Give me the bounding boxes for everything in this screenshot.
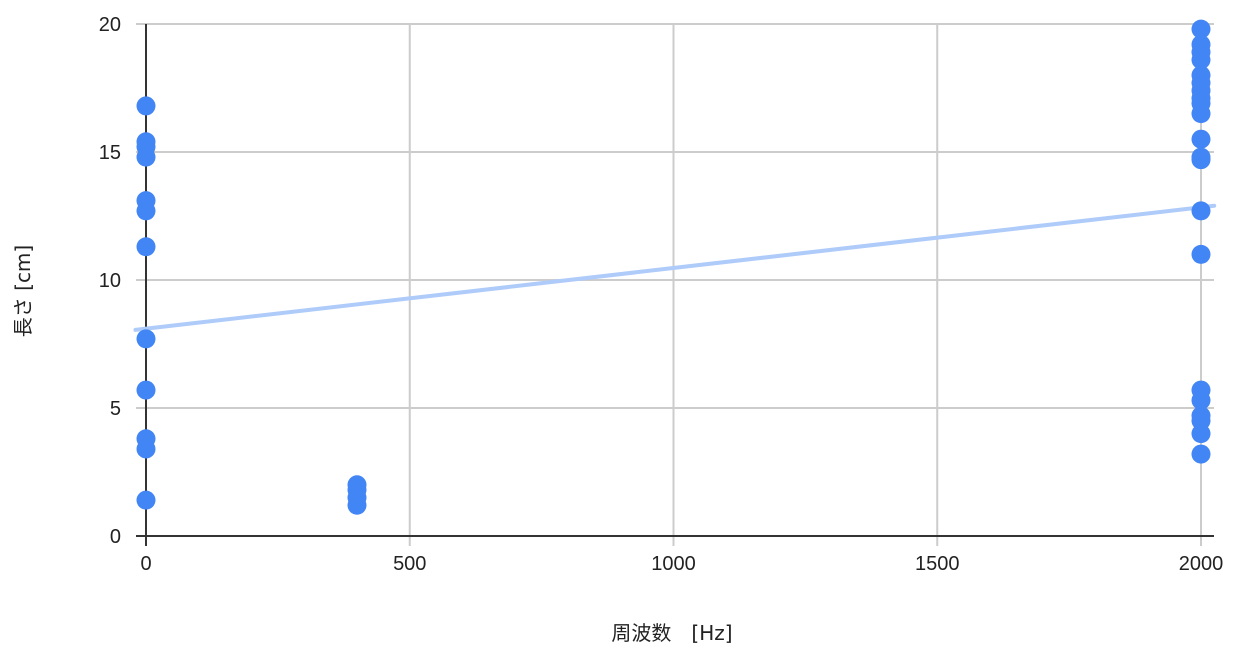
x-tick-label: 2000: [1179, 553, 1224, 575]
y-tick-label: 0: [110, 526, 121, 548]
trendline-layer: [133, 203, 1217, 332]
data-point: [1191, 50, 1211, 70]
data-point: [136, 237, 156, 257]
data-point: [136, 329, 156, 349]
y-axis-title: 長さ [cm]: [11, 245, 35, 337]
data-point: [136, 201, 156, 221]
x-tick-label: 500: [393, 553, 426, 575]
trendline: [133, 203, 1217, 332]
data-point: [1191, 104, 1211, 124]
x-tick-label: 1000: [651, 553, 696, 575]
x-tick-label: 1500: [915, 553, 960, 575]
data-point: [1191, 19, 1211, 39]
data-point: [347, 495, 367, 515]
y-tick-label: 20: [99, 14, 121, 36]
data-point: [1191, 390, 1211, 410]
data-point: [136, 380, 156, 400]
data-point: [136, 147, 156, 167]
y-tick-label: 10: [99, 270, 121, 292]
tick-labels: 0 5 10 15 20 0 500 1000 1500 2000: [99, 14, 1224, 575]
y-tick-label: 5: [110, 398, 121, 420]
grid-lines: [136, 23, 1214, 546]
data-point: [136, 439, 156, 459]
data-point: [1191, 129, 1211, 149]
data-point: [1191, 444, 1211, 464]
data-point: [136, 490, 156, 510]
axes: [136, 24, 1214, 546]
data-point: [1191, 424, 1211, 444]
x-tick-label: 0: [140, 553, 151, 575]
y-tick-label: 15: [99, 142, 121, 164]
data-points: [136, 19, 1211, 515]
data-point: [1191, 150, 1211, 170]
x-axis-title: 周波数 [Hz]: [611, 621, 732, 645]
data-point: [136, 96, 156, 116]
data-point: [1191, 244, 1211, 264]
data-point: [1191, 201, 1211, 221]
